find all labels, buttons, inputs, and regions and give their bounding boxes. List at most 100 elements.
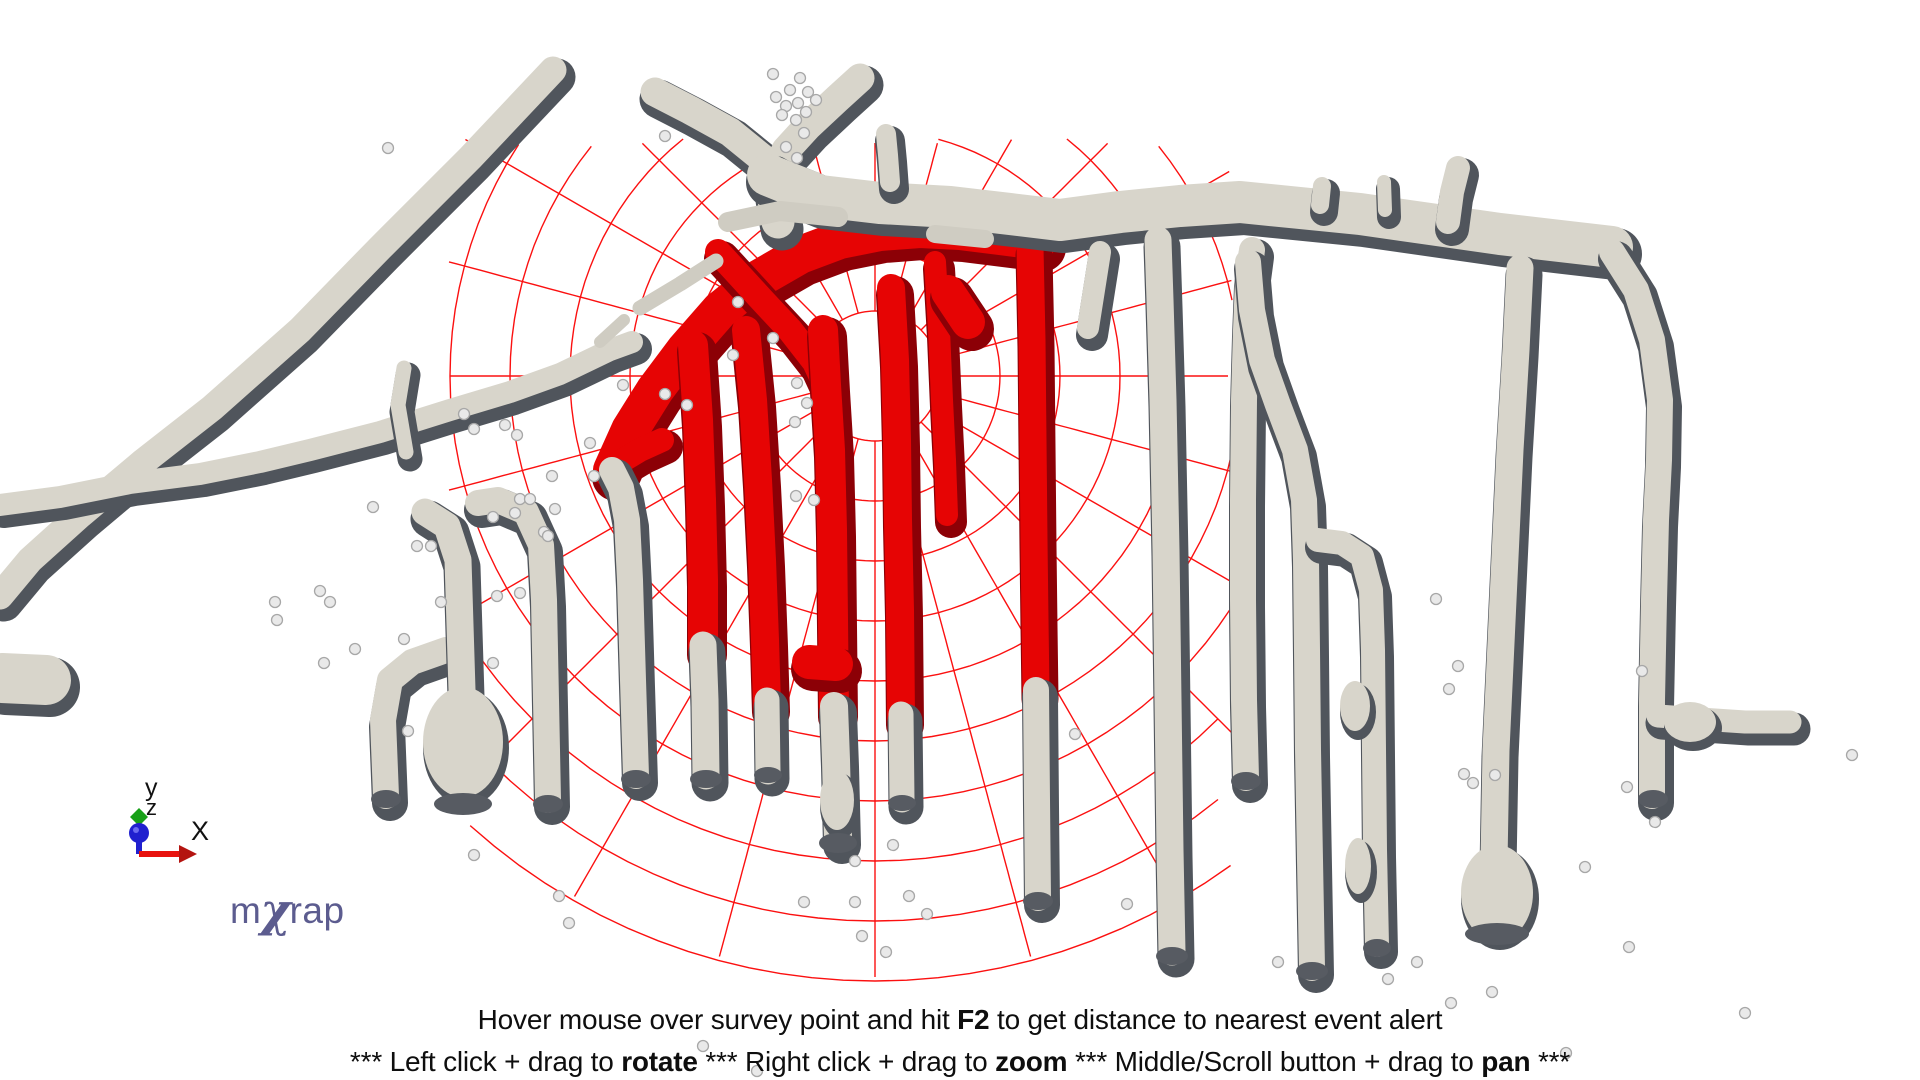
survey-point[interactable]: [731, 295, 745, 309]
axis-label-y: y: [145, 774, 158, 802]
survey-point[interactable]: [317, 656, 331, 670]
survey-point[interactable]: [855, 929, 869, 943]
survey-point[interactable]: [457, 407, 471, 421]
survey-point[interactable]: [793, 71, 807, 85]
survey-point[interactable]: [766, 67, 780, 81]
survey-point[interactable]: [467, 848, 481, 862]
tunnel-stope-leg-1: [369, 637, 468, 821]
survey-point[interactable]: [467, 422, 481, 436]
survey-point[interactable]: [696, 1039, 710, 1053]
survey-point[interactable]: [508, 506, 522, 520]
tunnel-lit-face: [1144, 226, 1186, 966]
survey-point[interactable]: [268, 595, 282, 609]
survey-point[interactable]: [486, 656, 500, 670]
survey-point[interactable]: [490, 589, 504, 603]
survey-point[interactable]: [788, 415, 802, 429]
survey-point[interactable]: [775, 108, 789, 122]
survey-point[interactable]: [797, 126, 811, 140]
survey-point[interactable]: [510, 428, 524, 442]
survey-point[interactable]: [789, 113, 803, 127]
survey-point[interactable]: [920, 907, 934, 921]
survey-point[interactable]: [270, 613, 284, 627]
survey-point[interactable]: [848, 895, 862, 909]
survey-point[interactable]: [750, 1064, 764, 1078]
survey-point[interactable]: [807, 493, 821, 507]
survey-point[interactable]: [797, 895, 811, 909]
survey-point[interactable]: [616, 378, 630, 392]
survey-point[interactable]: [548, 502, 562, 516]
survey-point[interactable]: [1442, 682, 1456, 696]
survey-point[interactable]: [1466, 776, 1480, 790]
survey-point[interactable]: [486, 510, 500, 524]
survey-point[interactable]: [1635, 664, 1649, 678]
survey-point[interactable]: [1620, 780, 1634, 794]
survey-point[interactable]: [1444, 996, 1458, 1010]
survey-point[interactable]: [791, 96, 805, 110]
survey-point[interactable]: [1271, 955, 1285, 969]
survey-point[interactable]: [1559, 1046, 1573, 1060]
survey-point[interactable]: [800, 396, 814, 410]
grid-line: [641, 142, 830, 331]
tunnel-long-leg: [1143, 226, 1195, 978]
survey-point[interactable]: [801, 85, 815, 99]
survey-point[interactable]: [523, 492, 537, 506]
survey-point[interactable]: [658, 387, 672, 401]
survey-point[interactable]: [1429, 592, 1443, 606]
survey-point[interactable]: [401, 724, 415, 738]
survey-point[interactable]: [587, 469, 601, 483]
survey-point[interactable]: [790, 376, 804, 390]
survey-point[interactable]: [397, 632, 411, 646]
survey-point[interactable]: [366, 500, 380, 514]
survey-point[interactable]: [779, 140, 793, 154]
survey-point[interactable]: [583, 436, 597, 450]
survey-point[interactable]: [848, 854, 862, 868]
survey-point[interactable]: [1738, 1006, 1752, 1020]
survey-point[interactable]: [498, 418, 512, 432]
survey-point[interactable]: [790, 151, 804, 165]
survey-point[interactable]: [545, 469, 559, 483]
survey-point[interactable]: [809, 93, 823, 107]
survey-point[interactable]: [658, 129, 672, 143]
survey-point[interactable]: [902, 889, 916, 903]
survey-point[interactable]: [1451, 659, 1465, 673]
survey-point[interactable]: [799, 105, 813, 119]
logo-text-post: rap: [289, 890, 345, 931]
survey-point[interactable]: [769, 90, 783, 104]
survey-point[interactable]: [348, 642, 362, 656]
survey-point[interactable]: [1488, 768, 1502, 782]
axis-label-z: z: [146, 795, 157, 820]
survey-point[interactable]: [1648, 815, 1662, 829]
survey-point[interactable]: [680, 398, 694, 412]
survey-point[interactable]: [434, 595, 448, 609]
survey-point[interactable]: [424, 539, 438, 553]
survey-point[interactable]: [562, 916, 576, 930]
survey-point[interactable]: [541, 529, 555, 543]
survey-point[interactable]: [323, 595, 337, 609]
tunnel-lit-face: [594, 314, 630, 348]
survey-point[interactable]: [1485, 985, 1499, 999]
survey-point[interactable]: [726, 348, 740, 362]
tunnel-lit-face: [792, 645, 853, 681]
survey-point[interactable]: [313, 584, 327, 598]
survey-point[interactable]: [552, 889, 566, 903]
survey-point[interactable]: [410, 539, 424, 553]
survey-point[interactable]: [1068, 727, 1082, 741]
survey-point[interactable]: [886, 838, 900, 852]
survey-point[interactable]: [513, 586, 527, 600]
survey-point[interactable]: [789, 489, 803, 503]
survey-point[interactable]: [783, 83, 797, 97]
survey-point[interactable]: [766, 331, 780, 345]
survey-point[interactable]: [879, 945, 893, 959]
survey-point[interactable]: [1120, 897, 1134, 911]
survey-points: [268, 67, 1859, 1078]
survey-point[interactable]: [1381, 972, 1395, 986]
survey-point[interactable]: [1578, 860, 1592, 874]
survey-point[interactable]: [1622, 940, 1636, 954]
survey-point[interactable]: [1845, 748, 1859, 762]
survey-point[interactable]: [1457, 767, 1471, 781]
survey-point[interactable]: [1410, 955, 1424, 969]
survey-point[interactable]: [381, 141, 395, 155]
survey-point[interactable]: [513, 492, 527, 506]
